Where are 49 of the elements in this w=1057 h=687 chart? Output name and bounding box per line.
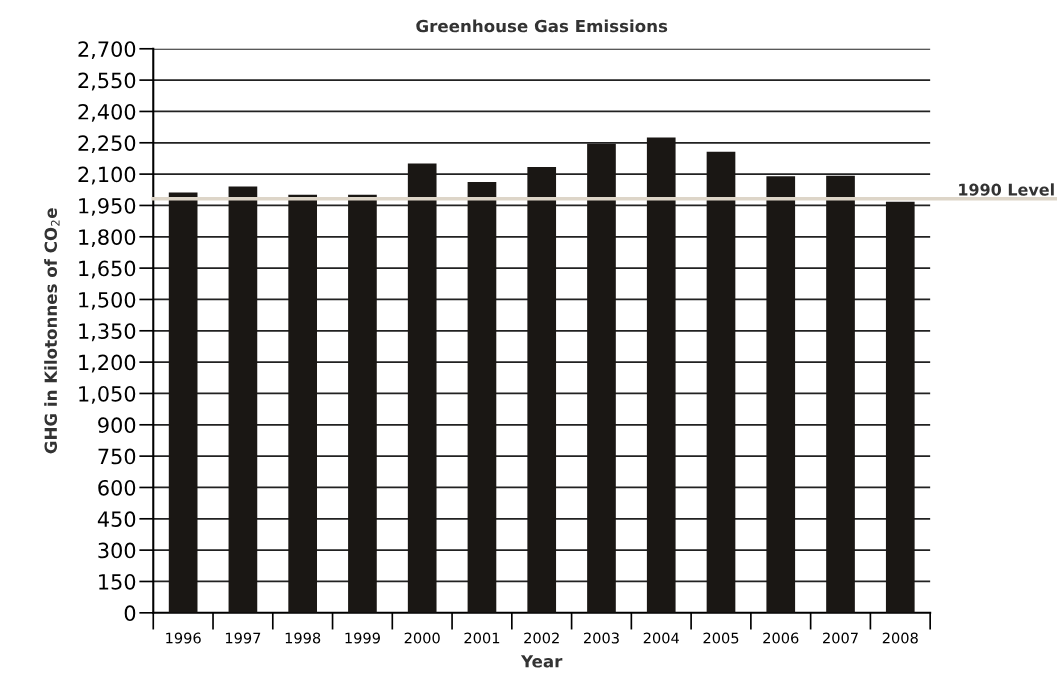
bar (587, 143, 616, 613)
y-tick-label: 1,950 (79, 197, 136, 216)
x-tick-label: 1998 (285, 632, 321, 644)
x-tick-label: 2008 (882, 632, 918, 644)
y-tick-label: 150 (99, 573, 136, 590)
x-tick-label: 2002 (524, 632, 559, 644)
y-tick-label: 2,250 (78, 135, 136, 154)
y-tick-label: 900 (98, 417, 136, 434)
bar (527, 167, 557, 613)
bar (766, 176, 796, 613)
x-tick-label: 1999 (345, 632, 380, 644)
bar (168, 192, 198, 613)
y-tick-label: 2,100 (78, 166, 136, 185)
y-tick-label: 750 (98, 448, 136, 465)
y-tick-label: 0 (124, 605, 136, 622)
bar (826, 175, 855, 613)
y-tick-label: 450 (97, 511, 136, 528)
y-tick-label: 1,050 (79, 385, 136, 404)
y-tick-label: 1,200 (79, 354, 136, 373)
x-axis-title: Year (520, 655, 563, 668)
bar (646, 137, 676, 613)
bar (288, 194, 318, 613)
y-axis-title: GHG in Kilotonnes of CO$_{2}$e (44, 208, 60, 454)
bar (348, 194, 377, 613)
ref-line-label: 1990 Level (959, 183, 1054, 196)
x-tick-label: 2006 (763, 632, 799, 644)
y-tick-label: 600 (98, 479, 136, 496)
y-tick-label: 1,650 (79, 260, 136, 279)
x-tick-label: 2004 (643, 632, 679, 644)
x-tick-label: 2005 (703, 632, 739, 644)
y-tick-label: 2,700 (78, 41, 136, 60)
x-tick-label: 1996 (166, 632, 201, 644)
x-tick-label: 2007 (823, 632, 858, 644)
x-tick-label: 1997 (225, 632, 261, 644)
bar (885, 201, 915, 613)
x-tick-label: 2003 (583, 632, 619, 644)
y-tick-label: 1,500 (79, 291, 136, 310)
y-tick-label: 1,800 (79, 229, 136, 248)
x-tick-label: 2001 (464, 632, 500, 644)
y-tick-label: 2,400 (78, 103, 136, 122)
chart-title: Greenhouse Gas Emissions (416, 19, 668, 33)
y-tick-label: 300 (98, 542, 136, 559)
x-tick-label: 2000 (404, 632, 440, 644)
bar (407, 163, 437, 613)
bar (706, 151, 736, 613)
y-tick-label: 1,350 (79, 323, 136, 342)
y-tick-label: 2,550 (78, 72, 136, 91)
bar (228, 186, 258, 613)
bar (467, 182, 497, 613)
